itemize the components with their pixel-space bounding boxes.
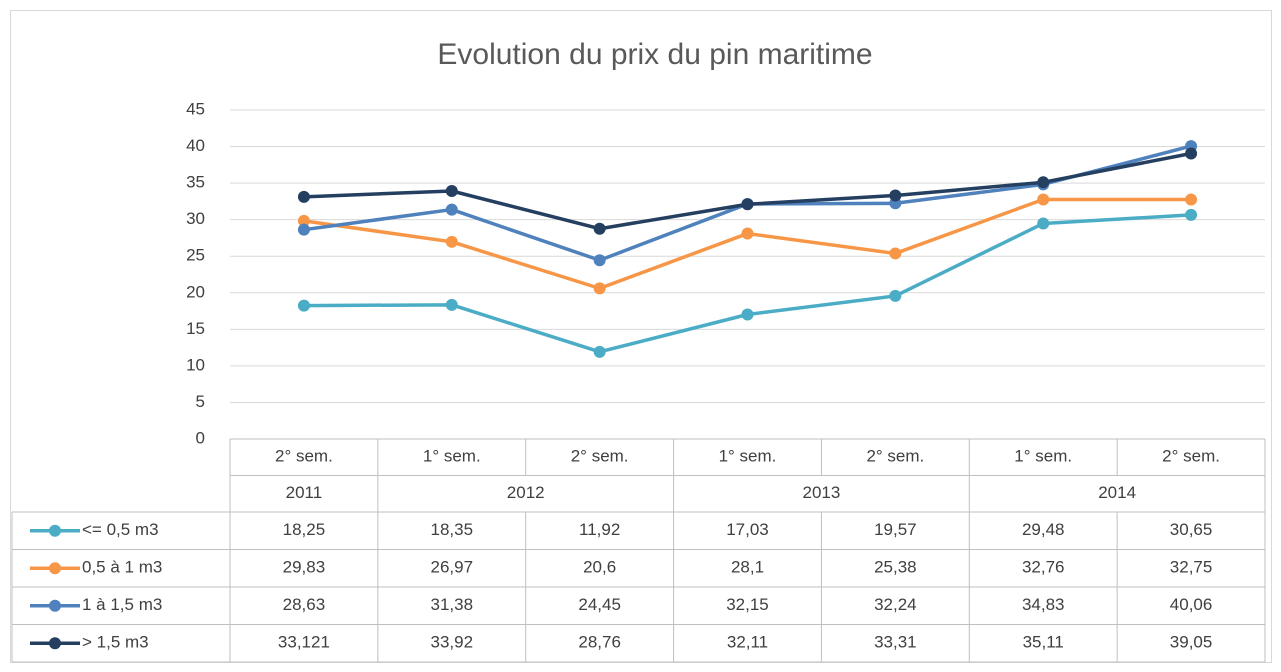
legend-marker bbox=[49, 637, 61, 650]
x-tick-label: 1° sem. bbox=[1014, 447, 1072, 466]
table-value: 19,57 bbox=[874, 520, 917, 539]
table-value: 18,25 bbox=[283, 520, 326, 539]
legend-marker bbox=[49, 599, 61, 612]
table-value: 29,48 bbox=[1022, 520, 1065, 539]
marker bbox=[1037, 193, 1050, 206]
marker bbox=[297, 214, 310, 227]
year-label: 2011 bbox=[286, 483, 323, 502]
table-value: 28,1 bbox=[731, 558, 764, 577]
marker bbox=[445, 185, 458, 198]
marker bbox=[445, 203, 458, 216]
x-tick-label: 2° sem. bbox=[1162, 447, 1220, 466]
y-tick-label: 0 bbox=[196, 428, 205, 447]
marker bbox=[593, 254, 606, 267]
table-value: 29,83 bbox=[283, 558, 326, 577]
table-value: 35,11 bbox=[1023, 633, 1064, 652]
chart-title: Evolution du prix du pin maritime bbox=[437, 38, 872, 71]
legend-label: 0,5 à 1 m3 bbox=[82, 558, 162, 577]
table-value: 34,83 bbox=[1022, 595, 1065, 614]
table-value: 32,75 bbox=[1170, 558, 1213, 577]
table-value: 30,65 bbox=[1170, 520, 1213, 539]
chart-frame bbox=[10, 10, 1272, 663]
marker bbox=[741, 227, 754, 240]
marker bbox=[1185, 193, 1198, 206]
table-value: 25,38 bbox=[874, 558, 917, 577]
table-value: 24,45 bbox=[578, 595, 621, 614]
x-tick-label: 1° sem. bbox=[423, 447, 481, 466]
marker bbox=[297, 299, 310, 312]
table-value: 32,15 bbox=[726, 595, 769, 614]
table-value: 39,05 bbox=[1170, 633, 1213, 652]
year-label: 2013 bbox=[803, 483, 841, 502]
legend-marker bbox=[49, 524, 61, 537]
x-tick-label: 1° sem. bbox=[719, 447, 777, 466]
table-value: 32,24 bbox=[874, 595, 917, 614]
y-tick-label: 10 bbox=[186, 355, 205, 374]
table-value: 40,06 bbox=[1170, 595, 1213, 614]
table-value: 32,76 bbox=[1022, 558, 1065, 577]
table-value: 11,92 bbox=[579, 520, 620, 539]
marker bbox=[297, 223, 310, 236]
year-label: 2012 bbox=[507, 483, 545, 502]
marker bbox=[297, 190, 310, 203]
legend-label: > 1,5 m3 bbox=[82, 633, 149, 652]
y-tick-label: 20 bbox=[186, 282, 205, 301]
marker bbox=[1037, 217, 1050, 230]
table-value: 28,76 bbox=[578, 633, 621, 652]
table-value: 26,97 bbox=[431, 558, 474, 577]
marker bbox=[1185, 208, 1198, 221]
table-value: 17,03 bbox=[726, 520, 769, 539]
marker bbox=[593, 282, 606, 295]
marker bbox=[889, 247, 902, 260]
table-value: 20,6 bbox=[583, 558, 616, 577]
marker bbox=[593, 222, 606, 235]
table-value: 28,63 bbox=[283, 595, 326, 614]
marker bbox=[889, 189, 902, 202]
legend-label: <= 0,5 m3 bbox=[82, 520, 159, 539]
legend-label: 1 à 1,5 m3 bbox=[82, 595, 162, 614]
marker bbox=[889, 289, 902, 302]
x-tick-label: 2° sem. bbox=[275, 447, 333, 466]
y-tick-label: 5 bbox=[196, 392, 205, 411]
y-tick-label: 45 bbox=[186, 99, 205, 118]
table-value: 33,121 bbox=[278, 633, 330, 652]
table-value: 31,38 bbox=[431, 595, 474, 614]
marker bbox=[445, 298, 458, 311]
year-label: 2014 bbox=[1098, 483, 1136, 502]
legend-marker bbox=[49, 562, 61, 575]
table-value: 32,11 bbox=[727, 633, 768, 652]
x-tick-label: 2° sem. bbox=[571, 447, 629, 466]
y-tick-label: 15 bbox=[186, 319, 205, 338]
marker bbox=[741, 198, 754, 211]
y-tick-label: 40 bbox=[186, 136, 205, 155]
marker bbox=[1185, 147, 1198, 160]
marker bbox=[1037, 176, 1050, 189]
y-tick-label: 30 bbox=[186, 209, 205, 228]
marker bbox=[593, 345, 606, 358]
table-value: 33,92 bbox=[431, 633, 474, 652]
marker bbox=[445, 235, 458, 248]
marker bbox=[741, 308, 754, 321]
x-tick-label: 2° sem. bbox=[866, 447, 924, 466]
y-tick-label: 25 bbox=[186, 246, 205, 265]
y-tick-label: 35 bbox=[186, 173, 205, 192]
table-value: 33,31 bbox=[874, 633, 917, 652]
table-value: 18,35 bbox=[431, 520, 474, 539]
